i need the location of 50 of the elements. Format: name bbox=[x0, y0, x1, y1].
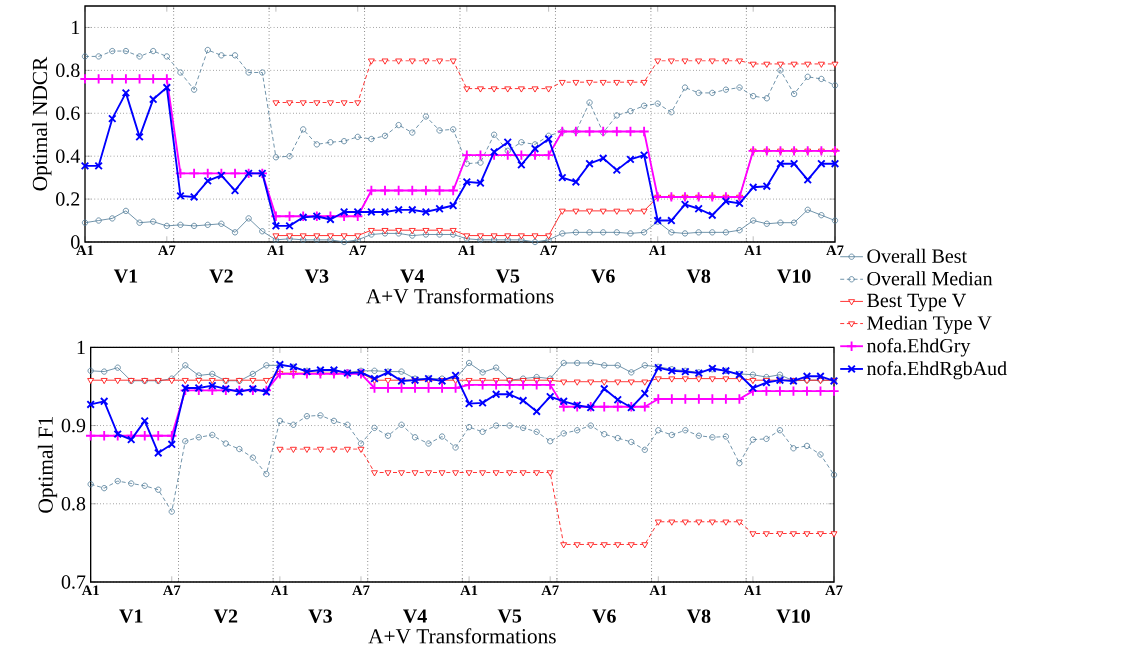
x-tick-label: A1 bbox=[744, 585, 762, 596]
text: V4 bbox=[400, 269, 425, 283]
text: V8 bbox=[686, 269, 711, 283]
x-tick-label: A1 bbox=[267, 245, 285, 256]
legend-label: Overall Median bbox=[867, 271, 993, 286]
x-tick-label: A1 bbox=[744, 245, 762, 256]
x-tick-label: A7 bbox=[348, 245, 367, 256]
legend-label: Overall Best bbox=[867, 248, 967, 263]
text: V10 bbox=[777, 269, 811, 283]
x-axis-title: A+V Transformations bbox=[368, 628, 556, 644]
y-tick-label: 0.8 bbox=[61, 496, 86, 511]
x-tick-label: A1 bbox=[271, 585, 289, 596]
text: V2 bbox=[209, 269, 233, 283]
legend-label: Median Type V bbox=[867, 315, 992, 334]
x-tick-label: A1 bbox=[649, 585, 667, 596]
x-tick-label: A7 bbox=[162, 585, 181, 596]
y-axis-title: Optimal F1 bbox=[37, 417, 58, 513]
y-axis-title: Optimal NDCR bbox=[32, 56, 52, 191]
y-tick-label: 1 bbox=[77, 340, 85, 354]
x-tick-label: A7 bbox=[541, 585, 559, 596]
y-tick-label: 0.2 bbox=[56, 192, 80, 206]
text: V4 bbox=[403, 609, 427, 623]
y-tick-label: 0.9 bbox=[61, 418, 86, 433]
legend-label: nofa.EhdRgbAud bbox=[867, 360, 1007, 380]
text: V6 bbox=[592, 609, 616, 623]
y-tick-label: 0.8 bbox=[56, 63, 80, 78]
text: V6 bbox=[591, 269, 615, 283]
x-tick-label: A7 bbox=[825, 585, 843, 596]
x-axis-title: A+V Transformations bbox=[366, 288, 554, 304]
text: V2 bbox=[213, 609, 238, 623]
text: V5 bbox=[495, 269, 520, 283]
text: V10 bbox=[776, 609, 810, 623]
text: V3 bbox=[304, 269, 329, 283]
y-tick-label: 0.6 bbox=[56, 106, 80, 121]
y-tick-label: 0.4 bbox=[56, 149, 80, 163]
x-tick-label: A7 bbox=[826, 245, 844, 256]
x-tick-label: A7 bbox=[539, 245, 558, 256]
y-tick-label: 1 bbox=[72, 20, 80, 35]
legend-label: Best Type V bbox=[867, 293, 967, 312]
text: V8 bbox=[686, 609, 711, 623]
x-tick-label: A7 bbox=[352, 585, 370, 596]
x-tick-label: A1 bbox=[648, 245, 666, 256]
legend-label: nofa.EhdGry bbox=[867, 338, 971, 357]
text: V3 bbox=[308, 609, 332, 623]
text: V1 bbox=[113, 269, 138, 283]
text: V5 bbox=[497, 609, 522, 623]
text: V1 bbox=[119, 609, 143, 623]
x-tick-label: A1 bbox=[460, 585, 478, 596]
x-tick-label: A7 bbox=[158, 245, 176, 256]
x-tick-label: A1 bbox=[458, 245, 476, 256]
